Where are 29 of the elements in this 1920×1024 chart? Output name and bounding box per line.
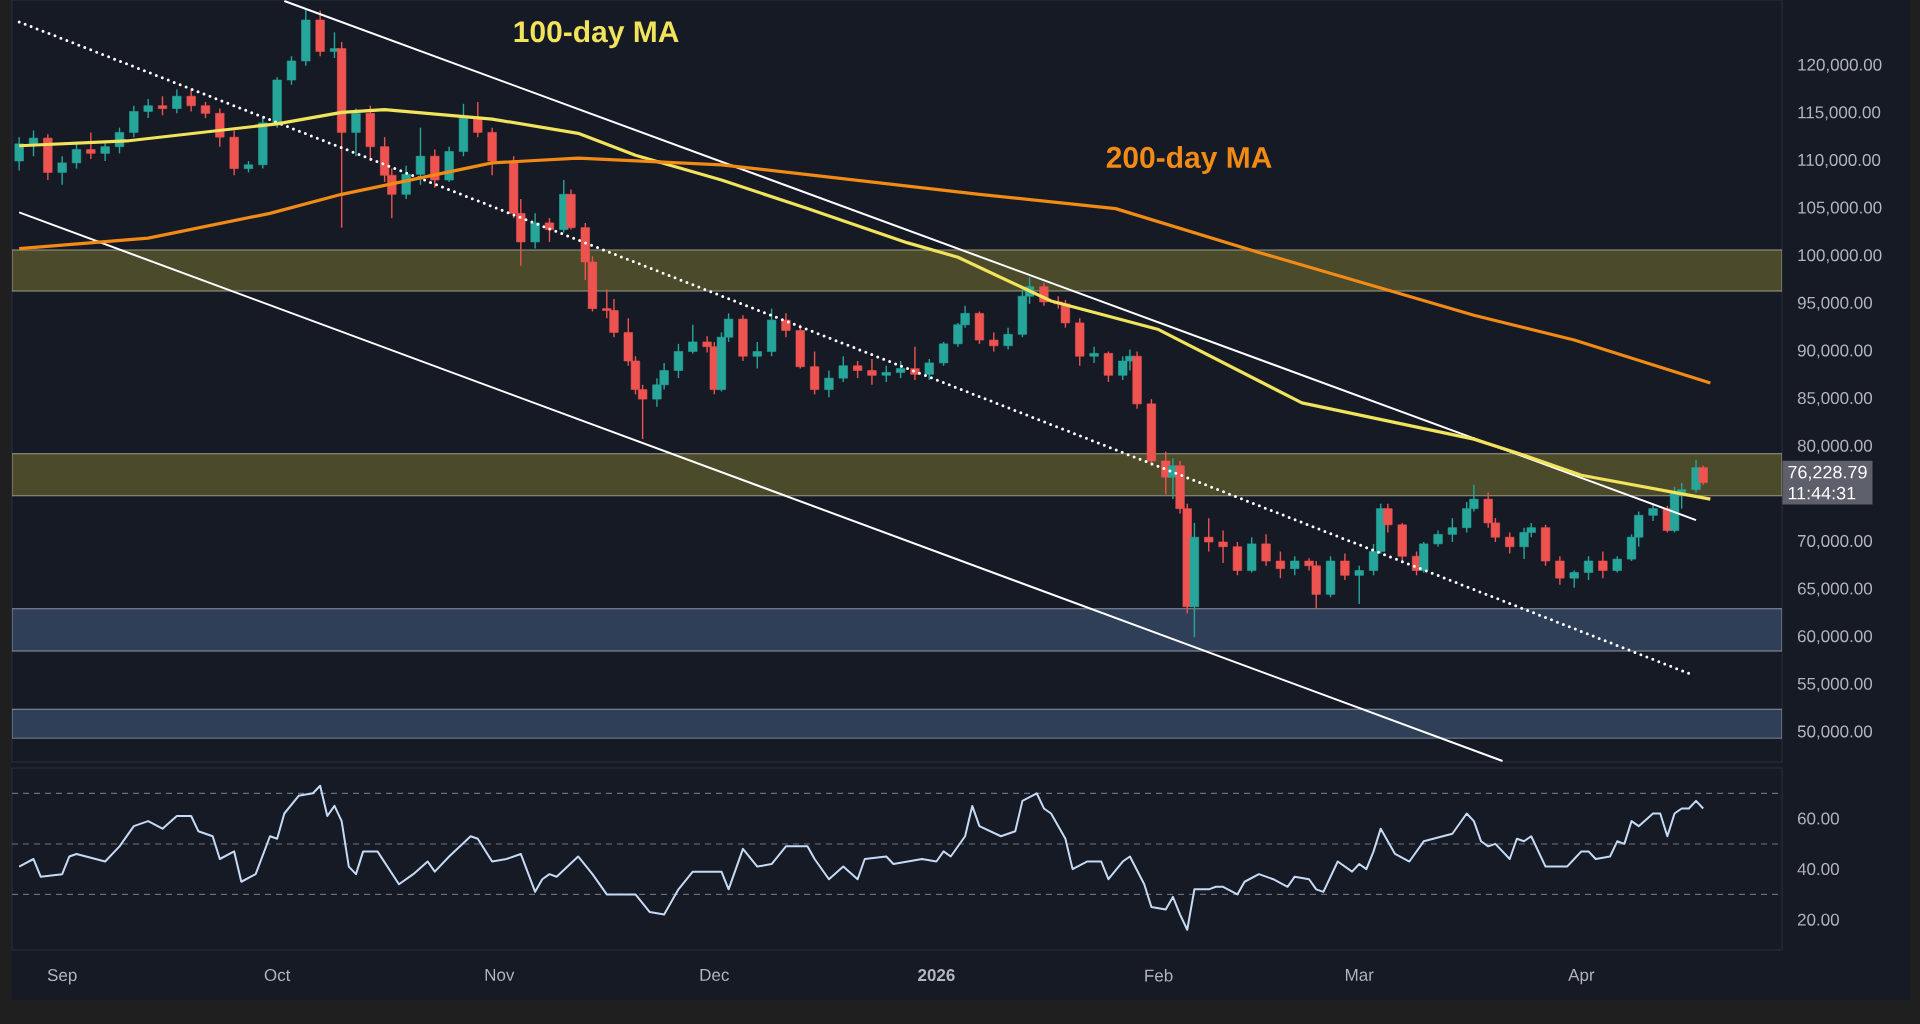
y-tick-label: 120,000.00 [1798,58,1882,73]
y-tick-label: 20.00 [1797,913,1839,926]
x-tick-label: Dec [700,969,729,981]
y-tick-label: 105,000.00 [1798,201,1882,216]
y-tick-label: 40.00 [1797,863,1839,876]
text: 11:44:31 [1788,486,1856,500]
y-tick-label: 110,000.00 [1798,153,1881,168]
x-tick-label: 2026 [918,969,955,982]
text: 100-day MA [514,20,679,49]
y-tick-label: 70,000.00 [1797,534,1873,549]
y-tick-label: 100,000.00 [1798,249,1882,264]
x-tick-label: Mar [1345,969,1374,981]
x-tick-label: Nov [485,969,515,981]
y-tick-label: 115,000.00 [1798,106,1881,121]
y-tick-label: 80,000.00 [1797,439,1873,454]
x-tick-label: Feb [1145,969,1173,982]
y-tick-label: 55,000.00 [1797,677,1873,692]
y-tick-label: 60.00 [1797,812,1839,825]
text: 76,228.79 [1788,465,1867,481]
series-label: 200-day MA [1106,146,1272,174]
x-tick-label: Apr [1568,969,1595,985]
x-tick-label: Oct [264,969,291,982]
x-tick-label: Sep [47,969,77,985]
y-tick-label: 90,000.00 [1797,344,1873,359]
y-tick-label: 50,000.00 [1797,725,1873,740]
y-tick-label: 85,000.00 [1797,392,1873,407]
y-tick-label: 95,000.00 [1797,296,1873,311]
y-tick-label: 60,000.00 [1797,630,1873,645]
y-tick-label: 65,000.00 [1797,582,1873,597]
